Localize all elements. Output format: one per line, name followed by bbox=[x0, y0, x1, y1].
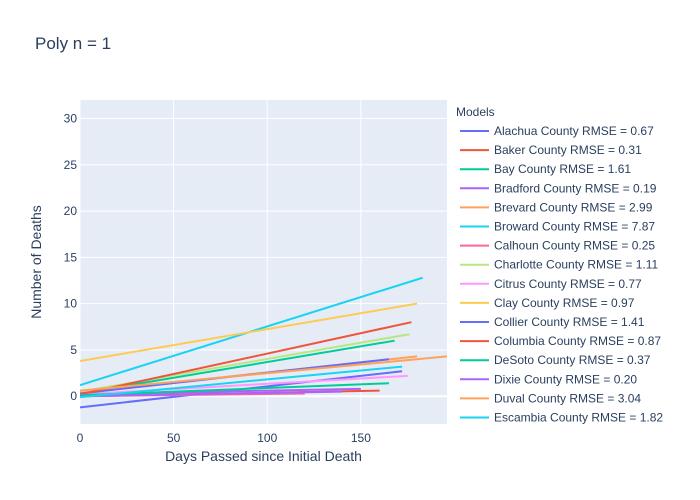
legend-entry[interactable]: Broward County RMSE = 7.87 bbox=[494, 220, 655, 234]
y-tick-label: 10 bbox=[64, 297, 78, 311]
x-tick-label: 100 bbox=[257, 431, 277, 445]
series-line[interactable] bbox=[80, 365, 403, 399]
legend-title: Models bbox=[456, 105, 495, 119]
x-tick-label: 0 bbox=[77, 431, 84, 445]
y-axis-title: Number of Deaths bbox=[28, 205, 44, 319]
legend-entry[interactable]: Alachua County RMSE = 0.67 bbox=[494, 124, 654, 138]
x-tick-label: 150 bbox=[351, 431, 371, 445]
legend-entry[interactable]: Baker County RMSE = 0.31 bbox=[494, 143, 642, 157]
legend-entry[interactable]: Collier County RMSE = 1.41 bbox=[494, 315, 645, 329]
series-line[interactable] bbox=[80, 355, 447, 392]
legend-entry[interactable]: DeSoto County RMSE = 0.37 bbox=[494, 353, 651, 367]
y-tick-label: 5 bbox=[70, 343, 77, 357]
legend-entry[interactable]: Clay County RMSE = 0.97 bbox=[494, 296, 635, 310]
y-tick-label: 20 bbox=[64, 204, 78, 218]
legend-entry[interactable]: Charlotte County RMSE = 1.11 bbox=[494, 258, 659, 272]
series-line[interactable] bbox=[80, 339, 395, 395]
series-line[interactable] bbox=[80, 321, 412, 396]
x-axis-title: Days Passed since Initial Death bbox=[165, 448, 362, 464]
legend-entry[interactable]: Dixie County RMSE = 0.20 bbox=[494, 372, 637, 386]
series-line[interactable] bbox=[80, 382, 389, 397]
legend-entry[interactable]: Bay County RMSE = 1.61 bbox=[494, 162, 631, 176]
y-tick-label: 25 bbox=[64, 158, 78, 172]
series-line[interactable] bbox=[80, 302, 418, 363]
legend-entry[interactable]: Escambia County RMSE = 1.82 bbox=[494, 411, 663, 425]
legend-entry[interactable]: Calhoun County RMSE = 0.25 bbox=[494, 239, 655, 253]
series-line[interactable] bbox=[80, 390, 343, 398]
legend-entry[interactable]: Citrus County RMSE = 0.77 bbox=[494, 277, 642, 291]
legend-entry[interactable]: Brevard County RMSE = 2.99 bbox=[494, 200, 653, 214]
plot-area bbox=[80, 100, 447, 424]
y-tick-label: 15 bbox=[64, 250, 78, 264]
y-tick-label: 30 bbox=[64, 112, 78, 126]
legend-entry[interactable]: Columbia County RMSE = 0.87 bbox=[494, 334, 661, 348]
legend-entry[interactable]: Bradford County RMSE = 0.19 bbox=[494, 181, 657, 195]
chart-title: Poly n = 1 bbox=[35, 34, 112, 53]
y-tick-label: 0 bbox=[70, 389, 77, 403]
legend-entry[interactable]: Duval County RMSE = 3.04 bbox=[494, 391, 641, 405]
x-tick-label: 50 bbox=[167, 431, 181, 445]
